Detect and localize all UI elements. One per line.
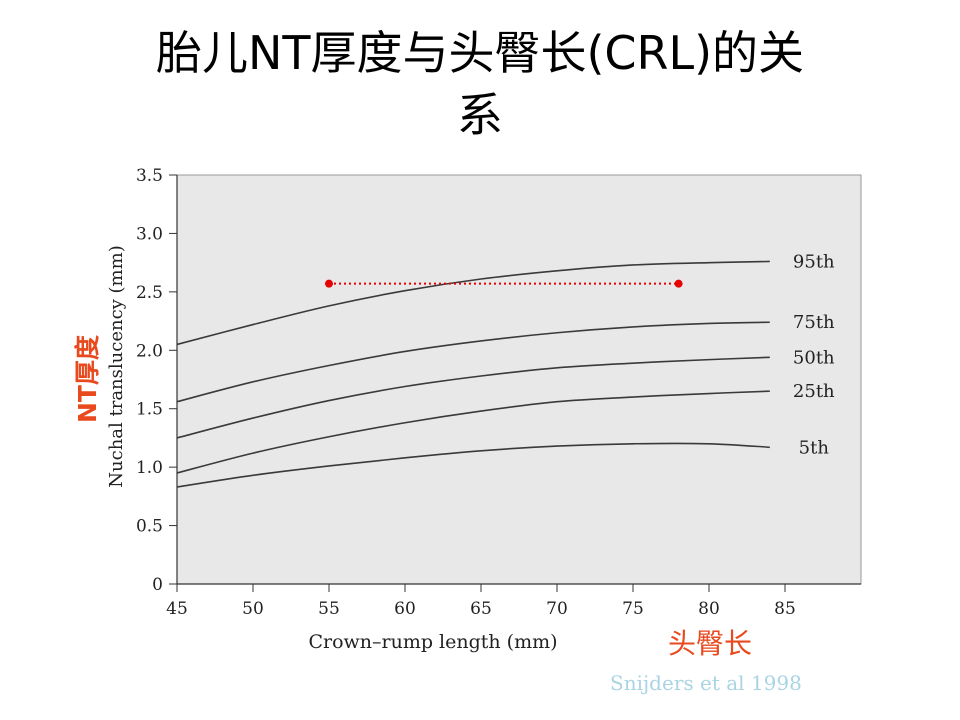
x-tick-label: 50 [242, 599, 264, 619]
slide-title-line2: 系 [457, 88, 503, 142]
series-line-5th [176, 442, 770, 488]
y-tick-label: 2.0 [136, 341, 163, 361]
y-tick-label: 0.5 [136, 517, 163, 537]
x-tick-label: 80 [698, 599, 720, 619]
x-tick-label: 45 [166, 599, 188, 619]
cn-y-axis-label: NT厚度 [73, 335, 102, 423]
series-label-95th: 95th [793, 251, 835, 272]
x-tick-label: 60 [394, 599, 416, 619]
slide-title: 胎儿NT厚度与头臀长(CRL)的关 系 [0, 22, 960, 146]
series-line-50th [176, 356, 770, 439]
y-tick-label: 3.0 [136, 224, 163, 244]
series-label-75th: 75th [793, 312, 835, 333]
series-line-95th [176, 260, 770, 346]
x-tick-label: 85 [774, 599, 796, 619]
series-label-5th: 5th [799, 437, 830, 458]
y-tick-label: 1.5 [136, 400, 163, 420]
y-tick-label: 2.5 [136, 283, 163, 303]
x-tick-label: 65 [470, 599, 492, 619]
series-line-75th [176, 321, 770, 403]
annotation-point-start [325, 279, 333, 288]
cn-x-axis-label: 头臀长 [668, 627, 753, 660]
plot-area [176, 174, 862, 585]
y-tick-label: 1.0 [136, 458, 163, 478]
series-line-25th [176, 390, 770, 474]
x-tick-label: 75 [622, 599, 644, 619]
y-tick-label: 3.5 [136, 166, 163, 186]
source-citation: Snijders et al 1998 [610, 671, 802, 695]
y-axis-label: Nuchal translucency (mm) [106, 245, 127, 487]
x-tick-label: 70 [546, 599, 568, 619]
y-tick-label: 0 [152, 575, 163, 595]
x-axis-label: Crown–rump length (mm) [308, 631, 557, 653]
slide-title-line1: 胎儿NT厚度与头臀长(CRL)的关 [155, 26, 805, 80]
x-tick-label: 55 [318, 599, 340, 619]
series-label-50th: 50th [793, 347, 835, 368]
series-label-25th: 25th [793, 381, 835, 402]
annotation-point-end [674, 279, 683, 288]
